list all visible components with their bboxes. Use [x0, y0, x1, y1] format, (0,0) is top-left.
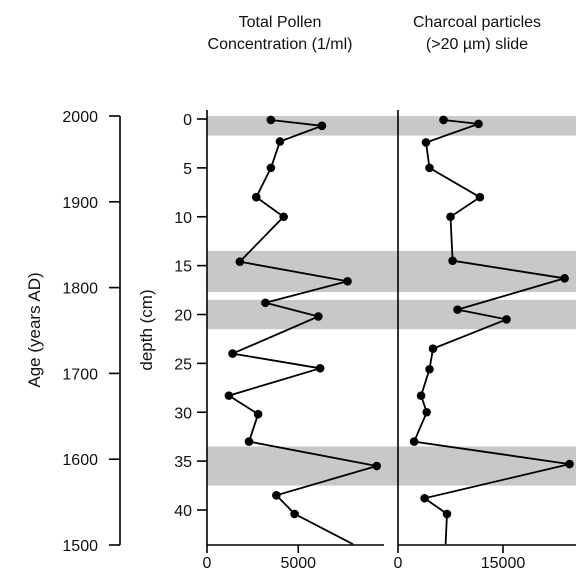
age-tick-label-0: 2000 — [62, 109, 98, 126]
charcoal-point-7 — [560, 274, 569, 283]
depth-tick-label-1: 5 — [183, 161, 192, 178]
pollen-title: Total Pollen Concentration (1/ml) — [195, 12, 365, 56]
depth-tick-label-8: 40 — [174, 503, 192, 520]
age-axis: 2000 1900 1800 1700 1600 1500 Age (years AD) — [25, 109, 121, 555]
pollen-point-5 — [279, 212, 288, 222]
charcoal-title: Charcoal particles (>20 µm) slide — [392, 12, 562, 56]
pollen-point-2 — [275, 137, 285, 146]
charcoal-point-8 — [453, 305, 462, 314]
pollen-point-15 — [372, 461, 382, 471]
charcoal-x-tick-label-1: 15000 — [481, 555, 526, 570]
charcoal-title-line2: (>20 µm) slide — [425, 36, 529, 53]
highlight-bands — [207, 116, 576, 486]
pollen-point-0 — [266, 115, 276, 125]
pollen-x-ticks: 0 5000 — [203, 545, 316, 570]
pollen-title-line2: Concentration (1/ml) — [207, 36, 353, 53]
pollen-point-1 — [317, 121, 327, 131]
age-tick-label-1: 1900 — [62, 195, 98, 212]
depth-tick-label-2: 10 — [174, 210, 192, 227]
age-tick-label-2: 1800 — [62, 281, 98, 298]
charcoal-x-ticks: 0 15000 — [394, 545, 526, 570]
charcoal-point-11 — [425, 364, 434, 374]
age-tick-label-5: 1500 — [62, 538, 98, 555]
depth-tick-label-5: 25 — [174, 356, 192, 373]
age-tick-label-4: 1600 — [62, 452, 98, 469]
depth-tick-label-4: 20 — [174, 308, 192, 325]
charcoal-point-0 — [439, 115, 448, 125]
pollen-point-4 — [251, 192, 261, 202]
pollen-point-7 — [343, 276, 352, 286]
pollen-x-tick-label-1: 5000 — [280, 555, 316, 570]
depth-ticks: 0 5 10 15 20 25 30 35 40 — [174, 112, 207, 520]
charcoal-point-16 — [420, 493, 429, 503]
band-0 — [207, 116, 576, 136]
depth-axis: 0 5 10 15 20 25 30 35 40 depth (cm) — [137, 110, 208, 545]
pollen-point-14 — [244, 437, 254, 446]
charcoal-point-17 — [442, 509, 452, 519]
charcoal-point-2 — [421, 138, 431, 147]
pollen-point-16 — [272, 491, 281, 500]
depth-tick-label-7: 35 — [174, 454, 192, 471]
charcoal-title-line1: Charcoal particles — [412, 14, 542, 31]
charcoal-point-1 — [474, 119, 483, 129]
depth-axis-title: depth (cm) — [137, 289, 156, 370]
pollen-point-17 — [290, 509, 299, 519]
charcoal-point-15 — [565, 459, 574, 469]
band-3 — [207, 446, 576, 486]
age-tick-label-3: 1700 — [62, 366, 98, 383]
charcoal-point-9 — [502, 315, 511, 324]
charcoal-axes: 0 15000 — [394, 110, 576, 570]
age-ticks: 2000 1900 1800 1700 1600 1500 — [62, 109, 120, 555]
pollen-point-12 — [224, 391, 234, 400]
pollen-point-3 — [266, 163, 276, 173]
charcoal-point-12 — [416, 391, 426, 400]
band-1 — [207, 250, 576, 293]
depth-tick-label-0: 0 — [183, 112, 192, 129]
pollen-series — [224, 115, 382, 545]
charcoal-point-13 — [422, 407, 432, 417]
pollen-point-11 — [315, 363, 325, 373]
depth-tick-label-3: 15 — [174, 259, 192, 276]
pollen-x-tick-label-0: 0 — [203, 555, 212, 570]
pollen-point-6 — [235, 257, 245, 267]
depth-tick-label-6: 30 — [174, 405, 192, 422]
charcoal-point-5 — [446, 212, 455, 222]
charcoal-point-6 — [448, 256, 457, 266]
pollen-point-13 — [253, 409, 263, 419]
charcoal-series — [409, 115, 574, 545]
pollen-point-10 — [228, 349, 237, 358]
pollen-point-9 — [314, 312, 323, 321]
charcoal-point-10 — [428, 344, 438, 354]
pollen-title-line1: Total Pollen — [238, 14, 322, 31]
charcoal-point-14 — [409, 437, 419, 446]
charcoal-x-tick-label-0: 0 — [394, 555, 403, 570]
charcoal-point-4 — [475, 192, 485, 202]
pollen-x-axis: 0 5000 — [203, 544, 384, 570]
pollen-point-8 — [261, 298, 270, 308]
charcoal-point-3 — [425, 163, 434, 173]
age-axis-title: Age (years AD) — [25, 272, 44, 387]
